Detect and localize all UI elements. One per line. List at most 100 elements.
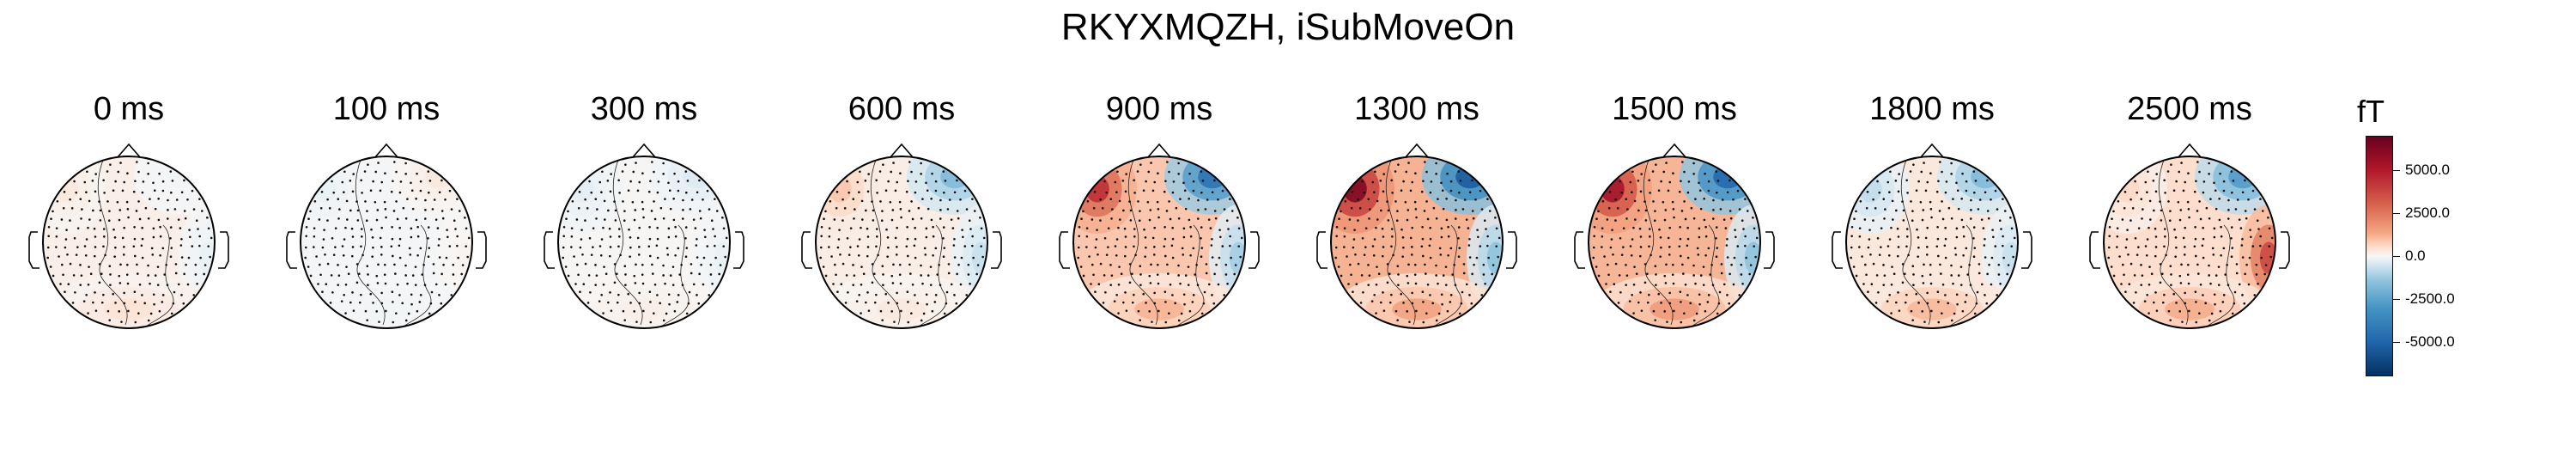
sensor-dot — [1702, 284, 1705, 286]
sensor-dot — [574, 283, 577, 285]
contour-line — [1900, 159, 1931, 326]
sensor-dot — [149, 282, 151, 285]
sensor-dot — [1890, 312, 1893, 314]
sensor-dot — [325, 283, 328, 286]
sensor-dot — [1468, 294, 1471, 296]
contour-line — [2158, 159, 2189, 326]
sensor-dot — [80, 217, 82, 220]
sensor-dot — [1644, 209, 1648, 212]
sensor-dot — [1880, 246, 1882, 248]
sensor-dot — [1694, 198, 1697, 200]
sensor-dot — [114, 302, 117, 304]
sensor-dot — [1405, 170, 1408, 174]
sensor-dot — [1863, 218, 1867, 221]
sensor-dot — [1712, 209, 1715, 211]
sensor-dot — [321, 290, 324, 293]
sensor-dot — [433, 198, 436, 201]
sensor-dot — [1204, 208, 1207, 211]
sensor-dot — [1426, 283, 1430, 286]
sensor-dot — [649, 301, 652, 303]
sensor-dot — [1664, 209, 1668, 211]
sensor-dot — [1632, 226, 1635, 229]
sensor-dot — [1597, 210, 1600, 213]
sensor-dot — [1911, 319, 1914, 321]
sensor-dot — [2187, 208, 2190, 211]
sensor-dot — [1491, 272, 1493, 276]
sensor-dot — [835, 206, 838, 210]
sensor-dot — [1470, 302, 1473, 305]
sensor-dot — [391, 254, 394, 258]
sensor-dot — [1950, 274, 1953, 277]
sensor-dot — [1944, 191, 1947, 194]
sensor-dot — [1746, 210, 1749, 212]
sensor-dot — [1905, 245, 1908, 248]
sensor-dot — [1962, 235, 1965, 238]
sensor-dot — [1962, 225, 1965, 229]
sensor-dot — [374, 200, 377, 204]
sensor-dot — [860, 226, 862, 229]
sensor-dot — [688, 290, 691, 294]
sensor-dot — [123, 226, 125, 229]
sensor-dot — [1408, 321, 1411, 323]
sensor-dot — [434, 218, 438, 221]
sensor-dot — [1382, 235, 1385, 238]
sensor-dot — [99, 209, 102, 212]
sensor-dot — [936, 273, 939, 276]
sensor-dot — [1376, 218, 1379, 221]
sensor-dot — [635, 162, 637, 164]
sensor-dot — [1950, 173, 1953, 175]
sensor-dot — [910, 312, 913, 314]
sensor-dot — [1626, 208, 1629, 211]
sensor-dot — [2269, 255, 2272, 259]
sensor-dot — [125, 263, 129, 266]
sensor-dot — [845, 274, 848, 277]
sensor-dot — [2208, 264, 2210, 267]
sensor-dot — [404, 173, 407, 175]
sensor-dot — [466, 255, 469, 259]
sensor-dot — [1367, 284, 1370, 286]
sensor-dot — [1597, 274, 1601, 278]
sensor-dot — [1729, 217, 1733, 220]
sensor-dot — [1139, 284, 1142, 287]
sensor-dot — [65, 229, 68, 231]
sensor-dot — [446, 229, 448, 231]
sensor-dot — [623, 265, 627, 267]
sensor-dot — [1212, 302, 1216, 305]
nose — [116, 143, 142, 159]
sensor-dot — [682, 198, 684, 202]
sensor-dot — [1983, 244, 1986, 247]
sensor-dot — [137, 170, 140, 174]
sensor-dot — [1728, 302, 1731, 305]
sensor-dot — [1474, 283, 1478, 286]
sensor-dot — [1462, 263, 1466, 266]
sensor-dot — [2227, 217, 2230, 220]
sensor-dot — [1455, 198, 1457, 202]
sensor-dot — [102, 245, 105, 248]
sensor-dot — [1707, 189, 1710, 192]
sensor-dot — [2133, 274, 2136, 277]
sensor-dot — [1414, 282, 1418, 285]
sensor-dot — [1864, 263, 1867, 266]
sensor-dot — [697, 302, 701, 305]
sensor-dot — [846, 180, 848, 183]
sensor-dot — [1168, 312, 1170, 314]
sensor-dot — [2000, 228, 2002, 230]
sensor-dot — [1601, 199, 1605, 203]
sensor-dot — [2198, 312, 2201, 314]
sensor-dot — [2205, 206, 2208, 210]
sensor-dot — [2202, 237, 2205, 241]
sensor-dot — [629, 302, 632, 304]
sensor-dot — [1631, 238, 1634, 241]
sensor-dot — [952, 244, 956, 247]
sensor-dot — [924, 253, 927, 256]
sensor-dot — [404, 319, 408, 322]
sensor-dot — [1447, 225, 1449, 229]
sensor-dot — [680, 263, 683, 266]
sensor-dot — [411, 207, 415, 211]
sensor-dot — [1663, 274, 1667, 278]
sensor-dot — [1468, 191, 1472, 194]
sensor-dot — [1726, 294, 1728, 296]
sensor-dot — [1876, 180, 1879, 183]
sensor-dot — [927, 274, 930, 277]
sensor-dot — [1937, 321, 1941, 324]
